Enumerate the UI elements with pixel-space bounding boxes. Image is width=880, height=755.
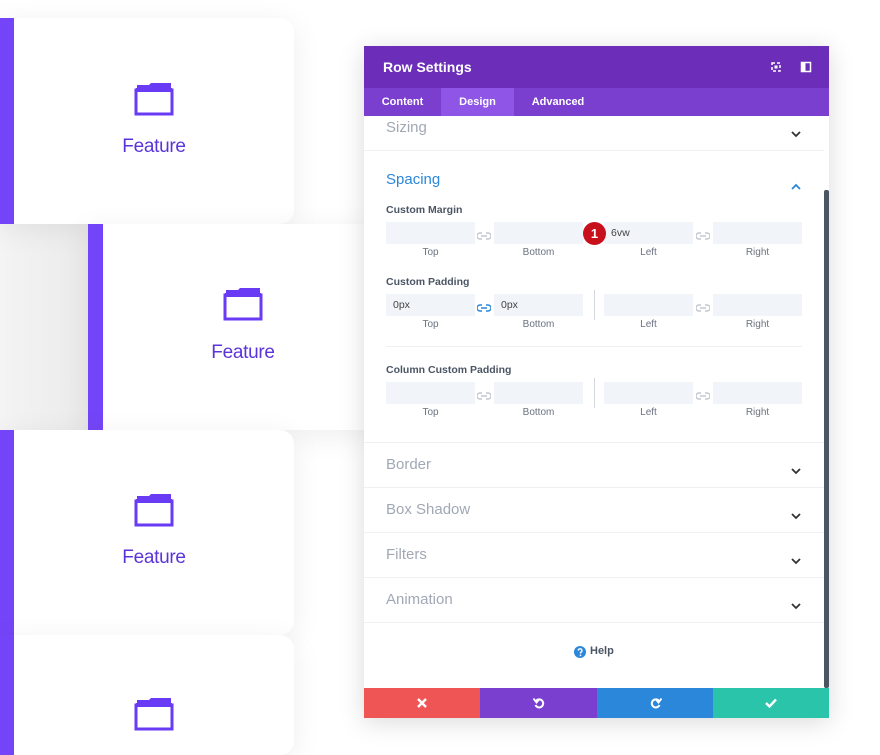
folder-icon <box>134 696 174 737</box>
panel-title: Row Settings <box>383 59 472 75</box>
link-icon <box>695 228 711 246</box>
collapse-icon <box>791 177 801 195</box>
section-title[interactable]: Sizing <box>386 119 427 136</box>
input[interactable]: 0px <box>386 294 475 316</box>
panel-header: Row Settings <box>364 46 829 88</box>
fullscreen-icon[interactable] <box>770 61 782 73</box>
link-icon <box>695 300 711 318</box>
help-link[interactable]: Help <box>590 645 614 657</box>
expand-icon <box>791 125 801 143</box>
divider <box>364 532 824 533</box>
section-title[interactable]: Spacing <box>386 171 441 188</box>
input-label: Top <box>422 247 439 258</box>
section-title[interactable]: Border <box>386 456 432 473</box>
divider <box>386 346 802 347</box>
help-icon <box>574 645 586 663</box>
input[interactable] <box>494 382 583 404</box>
input[interactable] <box>713 222 802 244</box>
card-label: Feature <box>122 136 186 157</box>
scrollbar <box>824 190 829 688</box>
badge: 1 <box>583 222 606 245</box>
section-title[interactable]: Filters <box>386 546 427 563</box>
divider <box>364 577 824 578</box>
divider <box>364 622 824 623</box>
field-label: Custom Padding <box>386 276 470 288</box>
expand-icon <box>791 507 801 525</box>
folder-icon <box>134 81 174 122</box>
shadow-area <box>0 224 100 430</box>
feature-card: Feature <box>88 224 378 430</box>
feature-card <box>0 635 294 755</box>
card-accent <box>88 224 103 430</box>
input[interactable] <box>494 222 583 244</box>
input[interactable] <box>713 294 802 316</box>
card-label: Feature <box>211 342 275 363</box>
tab[interactable]: Advanced <box>531 96 585 108</box>
card-accent <box>0 430 14 635</box>
input-label: Right <box>745 319 770 330</box>
card-accent <box>0 18 14 224</box>
link-icon <box>476 228 492 246</box>
card-accent <box>0 635 14 755</box>
folder-icon <box>134 492 174 533</box>
input[interactable]: 6vw <box>604 222 693 244</box>
section-title[interactable]: Animation <box>386 591 453 608</box>
separator <box>594 378 595 408</box>
expand-icon <box>791 462 801 480</box>
field-label: Column Custom Padding <box>386 364 512 376</box>
input-label: Left <box>640 407 657 418</box>
field-label: Custom Margin <box>386 204 463 216</box>
input-label: Bottom <box>522 247 555 258</box>
link-icon <box>476 388 492 406</box>
divider <box>364 442 824 443</box>
save-button[interactable] <box>713 688 829 718</box>
input-label: Bottom <box>522 407 555 418</box>
tab[interactable]: Design <box>441 88 514 116</box>
input[interactable] <box>386 382 475 404</box>
feature-card: Feature <box>0 430 294 635</box>
input-label: Left <box>640 247 657 258</box>
feature-card: Feature <box>0 18 294 224</box>
divider <box>364 487 824 488</box>
cancel-button[interactable] <box>364 688 480 718</box>
input-label: Right <box>745 247 770 258</box>
card-label: Feature <box>122 547 186 568</box>
input-label: Top <box>422 319 439 330</box>
row-settings-panel: Row Settings Content Design Advanced Sizin… <box>364 46 829 718</box>
input[interactable]: 0px <box>494 294 583 316</box>
divider <box>364 150 824 151</box>
input-label: Left <box>640 319 657 330</box>
tab[interactable]: Content <box>381 96 424 108</box>
undo-button[interactable] <box>480 688 597 718</box>
input[interactable] <box>386 222 475 244</box>
input[interactable] <box>604 382 693 404</box>
separator <box>594 290 595 320</box>
redo-button[interactable] <box>597 688 713 718</box>
link-icon <box>695 388 711 406</box>
input[interactable] <box>604 294 693 316</box>
tab-bar: Content Design Advanced <box>364 88 829 116</box>
folder-icon <box>223 286 263 327</box>
link-icon <box>476 300 492 318</box>
section-title[interactable]: Box Shadow <box>386 501 471 518</box>
input-label: Right <box>745 407 770 418</box>
expand-icon <box>791 552 801 570</box>
sidebar-icon[interactable] <box>800 61 812 73</box>
input-label: Top <box>422 407 439 418</box>
input[interactable] <box>713 382 802 404</box>
input-label: Bottom <box>522 319 555 330</box>
expand-icon <box>791 597 801 615</box>
